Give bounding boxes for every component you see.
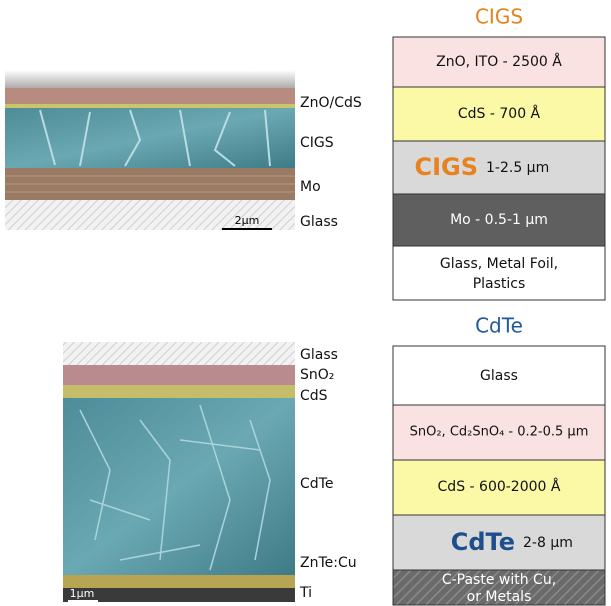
layer-label: Plastics (473, 276, 526, 292)
micrograph-label: ZnTe:Cu (300, 555, 357, 571)
cigs-micrograph: 2µm (5, 70, 295, 230)
layer (392, 569, 606, 606)
layer (392, 459, 606, 516)
micrograph-label: CdS (300, 388, 328, 404)
layer (392, 245, 606, 301)
micrograph-label: Glass (300, 347, 338, 363)
layer-label: or Metals (467, 589, 532, 605)
layer-label: CdS - 700 Å (458, 105, 541, 122)
layer (392, 514, 606, 571)
section-title: CdTe (475, 314, 523, 338)
layer-label: CdS - 600-2000 Å (438, 478, 561, 495)
layer-label: Glass (480, 368, 518, 384)
micrograph-label: ZnO/CdS (300, 95, 362, 111)
micrograph-label: CdTe (300, 476, 333, 492)
layer-thickness: 1-2.5 µm (486, 160, 549, 176)
layer (392, 345, 606, 406)
scale-bar-label: 1µm (70, 587, 95, 600)
cdte-micrograph: 1µm (63, 342, 295, 602)
micrograph-label: SnO₂ (300, 367, 334, 383)
layer-thickness: 2-8 µm (523, 535, 573, 551)
micrograph-label: Glass (300, 214, 338, 230)
layer-label: SnO₂, Cd₂SnO₄ - 0.2-0.5 µm (410, 425, 589, 440)
micrograph-label: Ti (299, 585, 312, 601)
layer-label: CIGS (414, 153, 478, 181)
scale-bar-label: 2µm (235, 214, 260, 227)
layer-label: ZnO, ITO - 2500 Å (436, 53, 562, 70)
micrograph-label: CIGS (300, 135, 334, 151)
section-title: CIGS (475, 5, 523, 29)
layer-label: C-Paste with Cu, (442, 572, 556, 588)
micrograph-label: Mo (300, 179, 321, 195)
layer (392, 404, 606, 461)
layer-label: Mo - 0.5-1 µm (450, 212, 548, 228)
layer-label: CdTe (451, 528, 515, 556)
layer-label: Glass, Metal Foil, (440, 256, 558, 272)
